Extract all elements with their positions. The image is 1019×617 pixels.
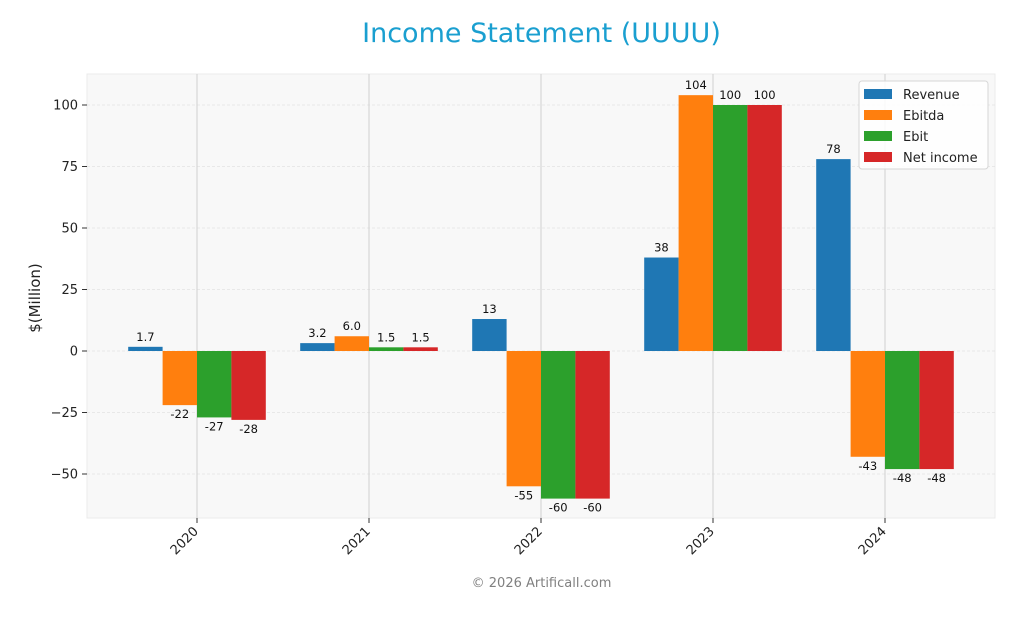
bar-value-label: -48 <box>893 471 912 485</box>
bar-value-label: 1.5 <box>411 330 429 344</box>
bar-net-income <box>919 351 954 470</box>
bar-ebit <box>885 351 920 470</box>
bar-value-label: 1.5 <box>377 330 395 344</box>
legend-label: Ebit <box>903 130 928 145</box>
bar-value-label: 3.2 <box>308 326 326 340</box>
bar-ebitda <box>678 95 713 351</box>
bar-value-label: -27 <box>205 419 224 433</box>
bar-net-income <box>403 347 438 351</box>
bar-value-label: -48 <box>927 471 946 485</box>
bar-value-label: -60 <box>583 501 602 515</box>
y-tick-label: 0 <box>70 345 78 360</box>
bar-revenue <box>128 346 163 351</box>
x-tick-label: 2022 <box>512 524 546 558</box>
legend-label: Revenue <box>903 88 960 103</box>
y-tick-label: −25 <box>51 406 78 421</box>
bar-value-label: -60 <box>549 501 568 515</box>
bar-value-label: 1.7 <box>136 330 154 344</box>
x-tick-label: 2021 <box>340 524 374 558</box>
bar-ebit <box>541 351 576 499</box>
bar-value-label: 100 <box>719 88 741 102</box>
bar-value-label: 38 <box>654 241 669 255</box>
bar-ebit <box>369 347 404 351</box>
legend-swatch <box>864 89 892 99</box>
bar-value-label: -22 <box>170 407 189 421</box>
x-tick-label: 2023 <box>684 524 718 558</box>
bar-ebitda <box>162 351 197 406</box>
bar-revenue <box>300 343 335 351</box>
bar-revenue <box>644 257 679 351</box>
copyright-footer: © 2026 Artificall.com <box>471 576 612 591</box>
bar-value-label: 13 <box>482 302 497 316</box>
bar-value-label: 100 <box>754 88 776 102</box>
y-tick-label: 25 <box>61 283 78 298</box>
bar-net-income <box>231 351 266 420</box>
bar-ebitda <box>506 351 541 487</box>
bar-net-income <box>747 105 782 351</box>
bar-ebit <box>197 351 232 418</box>
bar-value-label: 104 <box>685 78 707 92</box>
bar-value-label: -55 <box>514 488 533 502</box>
bar-value-label: 6.0 <box>343 319 361 333</box>
y-tick-label: −50 <box>51 468 78 483</box>
bar-value-label: -28 <box>239 422 258 436</box>
y-tick-label: 50 <box>61 222 78 237</box>
bar-ebitda <box>334 336 369 351</box>
y-tick-label: 100 <box>53 99 78 114</box>
chart-title: Income Statement (UUUU) <box>362 18 721 49</box>
x-tick-label: 2024 <box>856 524 890 558</box>
bar-revenue <box>472 319 507 351</box>
bar-ebit <box>713 105 748 351</box>
bar-net-income <box>575 351 610 499</box>
y-axis-label: $(Million) <box>26 263 44 333</box>
legend-box <box>858 80 989 170</box>
bar-value-label: -43 <box>858 459 877 473</box>
bar-revenue <box>816 159 851 351</box>
x-tick-label: 2020 <box>168 524 202 558</box>
legend-swatch <box>864 152 892 162</box>
legend-swatch <box>864 110 892 120</box>
bar-ebitda <box>850 351 885 457</box>
legend-label: Ebitda <box>903 109 944 124</box>
legend-label: Net income <box>903 151 978 166</box>
y-tick-label: 75 <box>61 160 78 175</box>
bar-value-label: 78 <box>826 142 841 156</box>
legend-swatch <box>864 131 892 141</box>
